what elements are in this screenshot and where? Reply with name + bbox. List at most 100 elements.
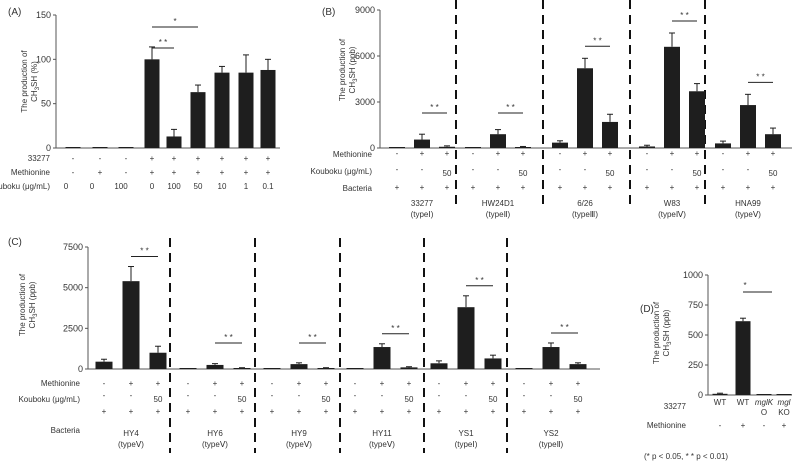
panel-a-condition: 0 — [90, 182, 95, 191]
panel-b-bar — [389, 147, 405, 148]
panel-c-condition: - — [523, 391, 526, 400]
panel-c-condition: + — [437, 407, 442, 416]
panel-c-bar — [373, 347, 391, 369]
panel-b-ylabel: The production ofCH3SH (ppb) — [338, 38, 359, 101]
panel-a-condition: + — [150, 154, 155, 163]
panel-c-condition: - — [187, 391, 190, 400]
panel-a-condition: 100 — [114, 182, 128, 191]
panel-c-condition: + — [240, 379, 245, 388]
panel-a-condition: 0 — [150, 182, 155, 191]
panel-c-bar — [149, 352, 167, 369]
panel-a-ylabel: The production ofCH3SH (%) — [20, 50, 41, 113]
panel-c-condition: + — [464, 407, 469, 416]
panel-b-sig-mark: * * — [430, 103, 438, 112]
panel-b-row-label: Kouboku (μg/mL) — [310, 167, 372, 176]
panel-c-condition: + — [213, 407, 218, 416]
panel-c-condition: + — [576, 379, 581, 388]
panel-c-group-name: HY9 — [291, 429, 307, 438]
panel-b-ytick-label: 9000 — [355, 5, 375, 15]
panel-c-ytick-label: 5000 — [63, 283, 83, 293]
panel-c-group-type: (typeⅡ) — [539, 440, 564, 449]
panel-b-condition: + — [670, 149, 675, 158]
panel-c-bar — [233, 368, 251, 369]
panel-a-bar — [260, 69, 276, 148]
panel-a-condition: + — [244, 154, 249, 163]
panel-b-group-type: (typeⅠ) — [411, 210, 434, 219]
panel-c-condition: - — [381, 391, 384, 400]
panel-a-condition: - — [125, 154, 128, 163]
panel-c-condition: + — [240, 407, 245, 416]
panel-b-condition: - — [396, 149, 399, 158]
panel-b-bar — [639, 146, 655, 148]
panel-c-row-label: Bacteria — [51, 426, 81, 435]
panel-b-condition: + — [695, 183, 700, 192]
significance-footnote: (* p < 0.05, * * p < 0.01) — [644, 452, 729, 461]
panel-c-condition: + — [407, 407, 412, 416]
panel-d-category: mglK — [755, 398, 774, 407]
panel-c-condition: + — [353, 407, 358, 416]
panel-c-group-type: (typeⅠ) — [455, 440, 478, 449]
panel-c-condition: + — [102, 407, 107, 416]
panel-c-condition: + — [213, 379, 218, 388]
panel-b-bar — [765, 134, 781, 148]
panel-b-group-name: 33277 — [411, 199, 434, 208]
panel-a-condition: + — [266, 168, 271, 177]
panel-d-condition: - — [719, 421, 722, 430]
panel-c-sig-mark: * * — [224, 333, 232, 342]
panel-b-condition: 50 — [519, 169, 528, 178]
panel-b-condition: - — [497, 165, 500, 174]
panel-a-condition: 0 — [64, 182, 69, 191]
panel-b-bar — [664, 46, 680, 148]
panel-a-bar — [166, 136, 182, 148]
panel-b-group-type: (typeⅡ) — [486, 210, 511, 219]
panel-b-condition: + — [608, 149, 613, 158]
panel-a-condition: 50 — [194, 182, 203, 191]
panel-c-condition: 50 — [574, 395, 583, 404]
panel-a-bar — [65, 147, 81, 148]
panel-c-condition: 50 — [322, 395, 331, 404]
panel-b-bar — [552, 142, 568, 148]
panel-a-condition: + — [150, 168, 155, 177]
panel-d-category: O — [761, 408, 767, 417]
panel-b-bar — [740, 105, 756, 148]
panel-c-group-type: (typeⅤ) — [118, 440, 144, 449]
panel-b-condition: - — [472, 149, 475, 158]
panel-b-condition: + — [395, 183, 400, 192]
panel-b-sig-mark: * * — [593, 36, 601, 45]
panel-c-condition: + — [522, 407, 527, 416]
panel-c-condition: - — [103, 391, 106, 400]
panel-b-condition: + — [521, 149, 526, 158]
panel-b-bar — [577, 68, 593, 148]
panel-c-condition: - — [187, 379, 190, 388]
panel-label-b: (B) — [322, 7, 335, 18]
panel-b-sig-mark: * * — [506, 103, 514, 112]
panel-b-row-label: Bacteria — [343, 184, 373, 193]
panel-a-condition: + — [172, 168, 177, 177]
panel-a-bar — [118, 147, 134, 148]
panel-c-condition: - — [354, 379, 357, 388]
panel-c-row-label: Kouboku (μg/mL) — [18, 395, 80, 404]
panel-c-condition: - — [298, 391, 301, 400]
panel-b-bar — [439, 146, 455, 148]
panel-c-bar — [122, 281, 140, 369]
panel-c-condition: - — [214, 391, 217, 400]
panel-a-bar — [92, 147, 108, 148]
panel-b-group-type: (typeⅣ) — [658, 210, 686, 219]
panel-b-group-name: 6/26 — [577, 199, 593, 208]
panel-c-bar — [290, 364, 308, 369]
panel-a-condition: + — [172, 154, 177, 163]
panel-c-condition: + — [380, 379, 385, 388]
panel-d-category: mgl — [778, 398, 791, 407]
panel-b-condition: + — [445, 183, 450, 192]
panel-a-bar — [214, 72, 230, 148]
panel-c-sig-mark: * * — [308, 333, 316, 342]
panel-d-row-label: Methionine — [647, 421, 687, 430]
panel-c-group-name: HY6 — [207, 429, 223, 438]
panel-b-condition: + — [771, 183, 776, 192]
panel-b-condition: - — [421, 165, 424, 174]
panel-d-ytick-label: 0 — [698, 390, 703, 400]
panel-b-bar — [715, 143, 731, 148]
panel-b-row-label: Methionine — [333, 150, 373, 159]
panel-b-bar — [602, 121, 618, 148]
panel-c-group-name: HY4 — [123, 429, 139, 438]
